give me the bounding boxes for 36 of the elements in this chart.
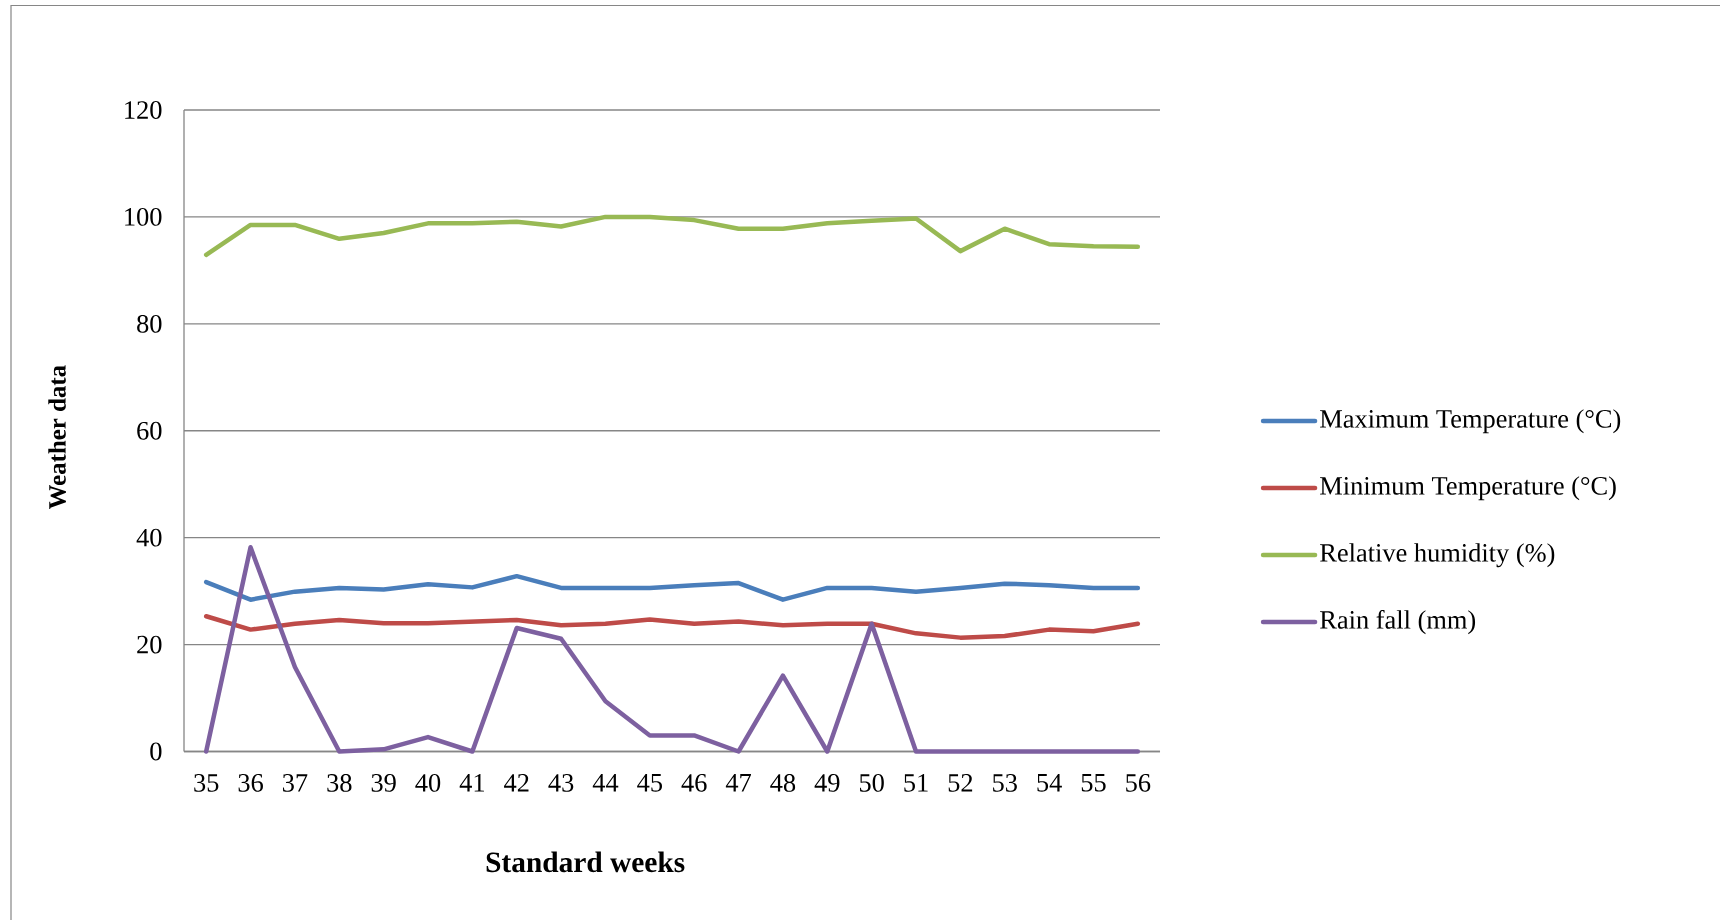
x-tick-label: 40: [415, 774, 441, 792]
x-tick-label: 39: [371, 774, 396, 792]
line-series: [203, 214, 1141, 258]
x-tick-label: 38: [327, 774, 352, 792]
y-tick-label: 40: [136, 528, 162, 547]
y-tick-label: 20: [137, 635, 162, 654]
legend-label: Maximum Temperature (°C): [1320, 409, 1621, 434]
y-tick-label: 0: [150, 742, 162, 761]
y-tick-label: 60: [137, 421, 162, 440]
x-tick-label: 55: [1081, 774, 1106, 792]
y-tick-label: 100: [125, 208, 162, 226]
legend-label: Minimum Temperature (°C): [1320, 476, 1616, 501]
x-tick-label: 46: [681, 774, 707, 792]
x-tick-label: 48: [770, 774, 796, 792]
x-tick-label: 44: [592, 774, 619, 792]
x-tick-label: 35: [194, 774, 219, 792]
y-axis-title: Weather data: [48, 365, 66, 510]
x-tick-label: 36: [238, 774, 263, 792]
x-tick-label: 53: [993, 774, 1017, 792]
legend-label: Rain fall (mm): [1320, 609, 1476, 635]
y-tick-label: 80: [137, 314, 162, 333]
x-tick-label: 52: [948, 774, 973, 792]
x-tick-label: 49: [814, 774, 840, 792]
y-tick-label: 120: [125, 101, 162, 119]
x-tick-label: 47: [725, 774, 751, 792]
x-tick-label: 54: [1037, 774, 1062, 792]
x-tick-label: 45: [637, 774, 662, 792]
x-tick-label: 50: [859, 774, 884, 792]
x-tick-label: 37: [282, 774, 308, 792]
x-tick-label: 42: [504, 774, 529, 792]
legend-label: Relative humidity (%): [1320, 543, 1555, 568]
x-tick-label: 41: [459, 774, 484, 792]
x-axis-title: Standard weeks: [486, 851, 685, 873]
x-tick-label: 43: [548, 774, 574, 792]
x-tick-label: 51: [904, 774, 928, 792]
x-tick-label: 56: [1126, 774, 1151, 792]
